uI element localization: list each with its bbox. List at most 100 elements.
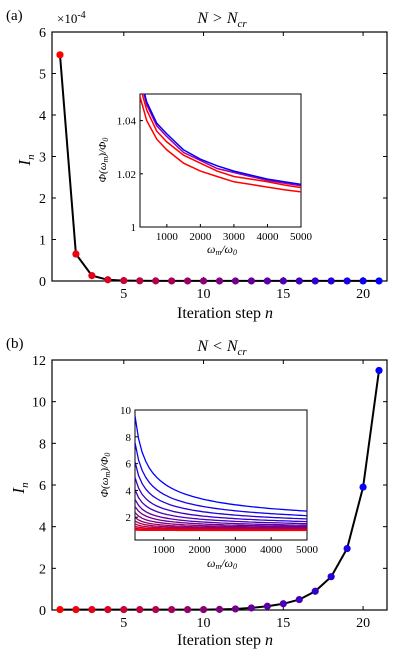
data-point: [152, 605, 160, 614]
y-tick-label: 2: [39, 562, 46, 577]
y-tick-label: 6: [39, 26, 46, 41]
data-point: [279, 277, 287, 285]
inset-series-line: [135, 516, 307, 530]
panel-b-inset: 2 4 6 8 10 1000 2000 3000 4000 5000 Φ(ωm)/Φ0 ωm/…: [99, 405, 319, 571]
data-point: [327, 573, 335, 581]
panel-a-y-ticks: 0 1 2 3 4 5 6: [39, 26, 387, 290]
inset-curve-group: [140, 94, 301, 193]
panel-a-inset-curves: [140, 94, 301, 193]
y-tick-label: 10: [32, 396, 46, 411]
inset-series-line: [135, 498, 307, 526]
inset-x-tick-label: 2000: [189, 231, 212, 243]
y-tick-label: 5: [39, 68, 46, 83]
inset-y-tick-label: 1.04: [117, 116, 137, 128]
data-point: [247, 277, 256, 285]
inset-x-tick-label: 3000: [223, 231, 246, 243]
data-point: [88, 272, 96, 280]
y-tick-label: 8: [39, 437, 46, 452]
inset-series-line: [141, 94, 301, 189]
inset-x-tick-label: 1000: [156, 231, 179, 243]
inset-x-tick-label: 3000: [224, 544, 247, 556]
data-point: [343, 544, 351, 553]
inset-series-line: [135, 512, 307, 529]
data-point: [231, 277, 240, 285]
data-point: [359, 483, 367, 491]
data-point: [247, 604, 256, 612]
y-tick-label: 2: [39, 192, 46, 207]
panel-b-label: (b): [6, 336, 24, 352]
inset-series-line: [143, 94, 301, 186]
data-point: [263, 602, 271, 610]
inset-series-line: [135, 506, 307, 528]
data-point: [120, 605, 128, 614]
data-point: [327, 277, 335, 285]
inset-y-tick-label: 1.02: [117, 169, 136, 181]
data-point: [152, 277, 160, 285]
panel-b-title: N < Ncr: [196, 338, 247, 358]
panel-a-inset: 11.021.04 1000 2000 3000 4000 5000 Φ(ωm)/Φ0 …: [97, 93, 313, 257]
inset-x-tick-label: 5000: [290, 231, 313, 243]
inset-series-line: [135, 489, 307, 525]
data-point: [120, 276, 128, 285]
inset-x-tick-label: 1000: [153, 544, 176, 556]
panel-b-inset-x-ticks: 1000 2000 3000 4000 5000: [153, 537, 319, 556]
data-point: [72, 250, 80, 258]
y-tick-label: 0: [39, 275, 46, 290]
data-point: [359, 277, 367, 285]
data-point: [168, 277, 176, 285]
panel-b-inset-y-label: Φ(ωm)/Φ0: [99, 453, 112, 498]
data-point: [56, 605, 64, 614]
inset-x-tick-label: 4000: [256, 231, 279, 243]
data-point: [343, 277, 351, 285]
inset-series-line: [143, 94, 301, 187]
inset-series-line: [135, 415, 307, 512]
panel-a-label: (a): [6, 8, 23, 24]
panel-a-inset-x-label: ωm/ω0: [207, 242, 237, 257]
inset-y-tick-label: 10: [120, 405, 132, 417]
x-tick-label: 15: [276, 616, 290, 631]
panel-b-inset-curves: [135, 415, 307, 532]
y-tick-label: 0: [39, 604, 46, 619]
inset-y-tick-label: 4: [126, 485, 132, 497]
inset-x-tick-label: 2000: [189, 544, 212, 556]
panel-a-inset-y-label: Φ(ωm)/Φ0: [97, 138, 110, 183]
inset-curve-group: [135, 415, 307, 532]
inset-y-tick-label: 8: [126, 432, 132, 444]
panel-b-inset-x-label: ωm/ω0: [207, 556, 237, 571]
panel-b-y-ticks: 0 2 4 6 8 10 12: [32, 354, 387, 619]
data-point: [215, 277, 224, 285]
data-point: [88, 605, 96, 614]
inset-y-tick-label: 6: [126, 459, 132, 471]
data-point: [263, 277, 271, 285]
panel-a-x-axis-label: Iteration step n: [177, 305, 273, 322]
inset-series-line: [140, 96, 301, 193]
data-point: [311, 587, 319, 595]
data-point: [231, 605, 240, 613]
data-point: [199, 605, 208, 614]
x-tick-label: 10: [197, 287, 211, 302]
data-point: [199, 277, 208, 285]
x-tick-label: 15: [276, 287, 290, 302]
data-point: [104, 276, 112, 284]
y-tick-label: 3: [39, 151, 46, 166]
data-point: [104, 605, 112, 614]
x-tick-label: 20: [356, 616, 370, 631]
inset-series-line: [135, 477, 307, 523]
x-tick-label: 20: [356, 287, 370, 302]
panel-a-y-exponent: ×10-4: [57, 10, 86, 26]
x-tick-label: 5: [120, 616, 127, 631]
data-point: [183, 605, 192, 614]
y-tick-label: 4: [39, 521, 46, 536]
data-point: [295, 595, 303, 604]
panel-b-y-axis-label: In: [9, 482, 31, 495]
panel-a-x-ticks: 5 10 15 20: [120, 32, 370, 302]
panel-b-inset-y-ticks: 2 4 6 8 10: [120, 405, 138, 524]
x-tick-label: 10: [197, 616, 211, 631]
data-point: [183, 277, 192, 285]
data-point: [136, 605, 144, 614]
data-point: [215, 605, 224, 613]
panel-a-inset-box: [139, 93, 302, 228]
data-point: [168, 605, 176, 614]
inset-y-tick-label: 2: [126, 512, 132, 524]
